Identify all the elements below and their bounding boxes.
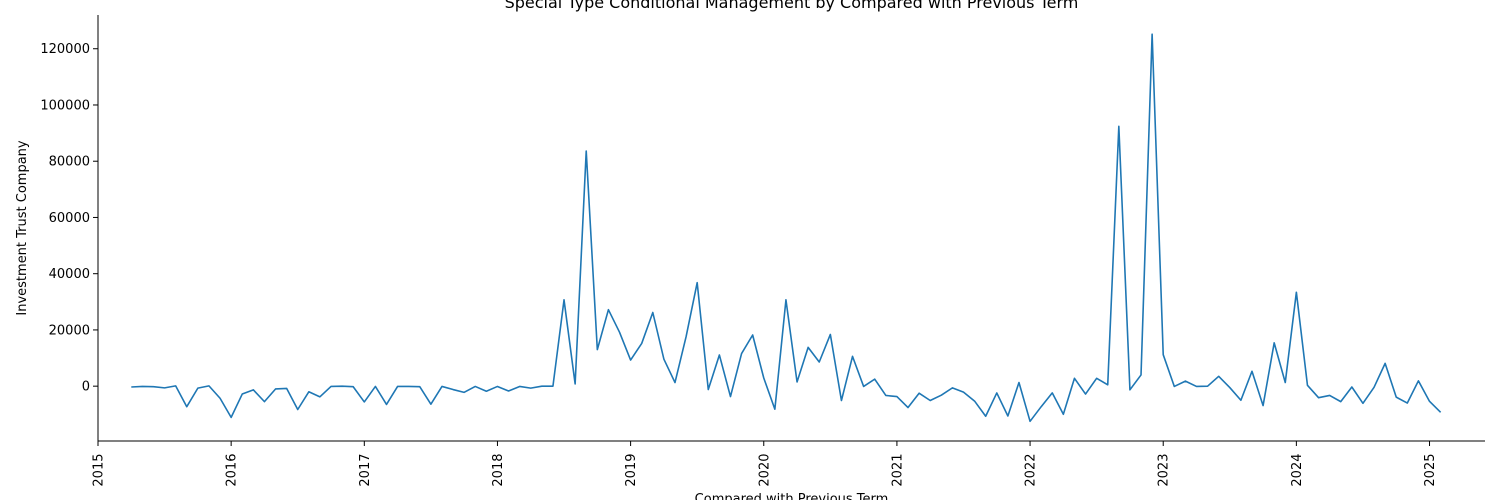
series-line: [131, 33, 1442, 423]
x-tick-label: 2021: [890, 454, 905, 487]
x-tick-label: 2020: [757, 454, 772, 487]
y-axis-ticks: 0 20000 40000 60000 80000 100000 120000: [40, 42, 98, 395]
y-tick-label: 100000: [40, 98, 90, 113]
y-axis-title: Investment Trust Company: [15, 140, 30, 316]
x-tick-label: 2018: [491, 454, 506, 487]
x-axis-ticks: 2015 2016 2017 2018 2019 2020 2021 2022 2023 2024…: [92, 441, 1438, 487]
chart-title: Special Type Conditional Management by C…: [505, 0, 1079, 12]
x-tick-label: 2016: [225, 454, 240, 487]
x-tick-label: 2023: [1157, 454, 1172, 487]
y-tick-label: 80000: [49, 155, 90, 170]
y-tick-label: 0: [82, 380, 90, 395]
x-tick-label: 2024: [1290, 454, 1305, 487]
x-tick-label: 2019: [624, 454, 639, 487]
x-tick-label: 2022: [1024, 454, 1039, 487]
x-tick-label: 2017: [358, 454, 373, 487]
x-axis-title: Compared with Previous Term: [695, 492, 889, 500]
y-tick-label: 20000: [49, 323, 90, 338]
x-tick-label: 2015: [92, 454, 107, 487]
y-tick-label: 60000: [49, 211, 90, 226]
y-tick-label: 40000: [49, 267, 90, 282]
x-tick-label: 2025: [1423, 454, 1438, 487]
y-tick-label: 120000: [40, 42, 90, 57]
